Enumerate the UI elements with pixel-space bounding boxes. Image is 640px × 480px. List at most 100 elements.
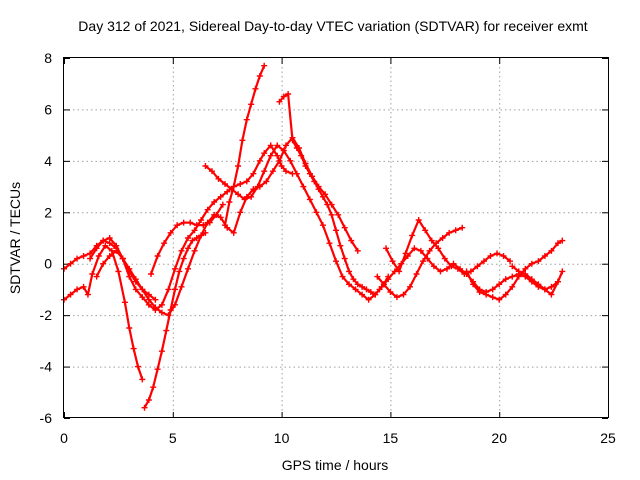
data-point: [515, 268, 522, 275]
data-point: [187, 219, 194, 226]
data-point: [200, 222, 207, 229]
data-point: [326, 240, 333, 247]
data-point: [502, 276, 509, 283]
y-tick-label: 2: [44, 204, 52, 220]
data-point: [202, 163, 209, 169]
data-point: [515, 273, 522, 280]
data-point: [541, 286, 548, 293]
data-point: [276, 157, 283, 164]
data-point: [167, 229, 174, 236]
data-series: [61, 62, 566, 411]
data-point: [522, 265, 529, 272]
data-point: [217, 193, 224, 200]
data-point: [176, 268, 183, 275]
data-point: [274, 142, 281, 149]
data-point: [319, 193, 326, 200]
x-tick-label: 5: [169, 430, 177, 446]
data-point: [280, 147, 287, 154]
data-point: [256, 157, 263, 164]
data-point: [139, 294, 146, 301]
data-point: [148, 271, 155, 277]
data-point: [335, 211, 342, 218]
data-point: [409, 232, 416, 239]
data-point: [161, 240, 168, 247]
data-point: [293, 170, 300, 177]
data-point: [235, 163, 242, 169]
data-point: [350, 276, 357, 283]
y-tick-label: -6: [40, 410, 53, 426]
data-point: [348, 237, 355, 244]
series-line: [376, 226, 464, 299]
data-point: [100, 260, 107, 267]
data-point: [152, 304, 159, 311]
data-point: [509, 263, 516, 270]
data-point: [489, 286, 496, 293]
series-line: [384, 218, 512, 276]
data-point: [278, 163, 285, 169]
data-point: [185, 245, 192, 252]
data-point: [306, 170, 313, 177]
data-point: [226, 199, 233, 205]
data-point: [396, 268, 403, 275]
data-point: [180, 255, 187, 262]
data-point: [282, 142, 289, 149]
data-point: [302, 163, 309, 169]
data-point: [95, 253, 102, 259]
data-point: [474, 263, 481, 270]
data-point: [67, 260, 74, 267]
data-point: [439, 235, 446, 241]
data-point: [145, 397, 152, 403]
data-point: [324, 201, 331, 208]
data-point: [293, 145, 300, 151]
y-tick-label: 8: [44, 50, 52, 66]
series-track-k: [383, 217, 514, 277]
data-point: [126, 265, 133, 272]
data-point: [494, 250, 501, 257]
data-point: [263, 178, 270, 185]
data-point: [119, 255, 126, 262]
data-point: [422, 227, 429, 234]
data-point: [483, 291, 490, 298]
data-point: [339, 273, 346, 280]
data-point: [74, 286, 81, 293]
data-point: [280, 93, 287, 100]
data-point: [352, 286, 359, 293]
data-point: [441, 255, 448, 262]
data-point: [163, 327, 170, 334]
data-point: [406, 283, 413, 290]
data-point: [215, 175, 222, 182]
data-point: [100, 237, 107, 244]
data-point: [178, 247, 185, 254]
data-point: [252, 85, 259, 92]
data-point: [346, 268, 353, 275]
data-point: [463, 268, 470, 275]
axis-ticks: 0 5 10 15 20 25 -6 -4 -2 0 2 4 6 8: [40, 50, 616, 446]
data-point: [106, 253, 113, 259]
data-point: [74, 255, 81, 262]
data-point: [134, 363, 141, 370]
data-point: [189, 237, 196, 244]
data-point: [152, 296, 159, 303]
data-point: [559, 268, 566, 275]
data-point: [67, 291, 74, 298]
data-point: [282, 168, 289, 175]
data-point: [448, 263, 455, 270]
series-track-i: [276, 91, 392, 298]
chart-title: Day 312 of 2021, Sidereal Day-to-day VTE…: [78, 18, 587, 34]
data-point: [243, 116, 250, 123]
x-tick-label: 25: [600, 430, 616, 446]
data-point: [243, 178, 250, 185]
data-point: [139, 286, 146, 293]
data-point: [211, 199, 218, 205]
series-track-c: [87, 142, 296, 313]
data-point: [376, 286, 383, 293]
data-point: [437, 268, 444, 275]
data-point: [250, 170, 257, 177]
data-point: [476, 289, 483, 295]
data-point: [113, 242, 120, 249]
data-point: [354, 281, 361, 288]
data-point: [400, 291, 407, 298]
data-point: [150, 384, 157, 391]
data-point: [113, 247, 120, 254]
